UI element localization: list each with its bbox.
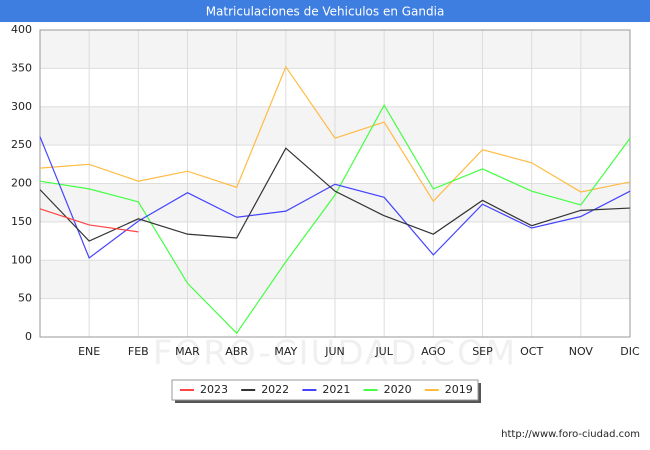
watermark: FORO-CIUDAD.COM — [153, 334, 517, 374]
y-tick-label: 350 — [11, 61, 32, 74]
plot-border — [39, 29, 631, 338]
series-line — [39, 147, 631, 242]
x-tick-label: MAY — [274, 345, 297, 358]
title-bar — [0, 0, 650, 22]
x-tick-label: AGO — [421, 345, 446, 358]
legend-label: 2023 — [200, 383, 228, 396]
x-tick-label: ABR — [225, 345, 248, 358]
y-tick-label: 0 — [25, 330, 32, 343]
x-tick-label: OCT — [520, 345, 543, 358]
y-tick-label: 200 — [11, 177, 32, 190]
legend-label: 2021 — [322, 383, 350, 396]
legend-box — [171, 379, 479, 401]
y-tick-label: 400 — [11, 23, 32, 36]
chart-title: Matriculaciones de Vehiculos en Gandia — [206, 5, 445, 19]
y-tick-label: 250 — [11, 138, 32, 151]
y-tick-label: 50 — [18, 292, 32, 305]
series-line — [39, 103, 631, 335]
y-tick-label: 300 — [11, 100, 32, 113]
legend-label: 2020 — [384, 383, 412, 396]
x-tick-label: MAR — [175, 345, 200, 358]
y-tick-label: 100 — [11, 253, 32, 266]
source: http://www.foro-ciudad.com — [501, 429, 640, 440]
x-tick-label: NOV — [569, 345, 594, 358]
y-tick-label: 150 — [11, 215, 32, 228]
x-tick-label: SEP — [472, 345, 493, 358]
x-tick-label: FEB — [128, 345, 149, 358]
x-tick-label: DIC — [620, 345, 640, 358]
x-tick-label: JUL — [374, 345, 393, 358]
x-tick-label: JUN — [324, 345, 345, 358]
legend-label: 2022 — [261, 383, 289, 396]
series-line — [39, 65, 631, 203]
series-line — [39, 136, 631, 259]
x-tick-label: ENE — [78, 345, 100, 358]
legend-label: 2019 — [445, 383, 473, 396]
series-line — [39, 208, 139, 233]
